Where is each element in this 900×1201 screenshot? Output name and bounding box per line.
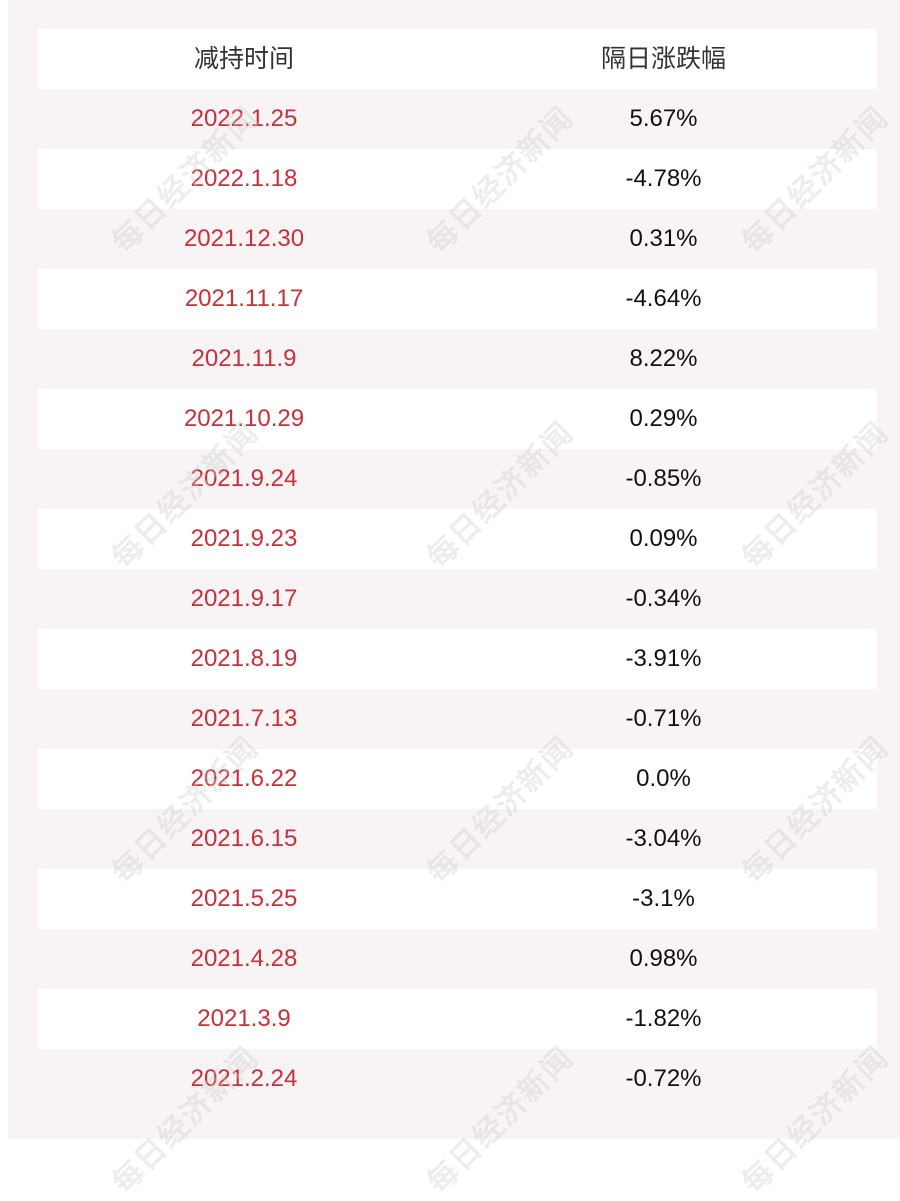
- table-row: 2021.6.22 0.0%: [38, 749, 877, 809]
- reduction-date: 2021.9.24: [190, 465, 298, 492]
- reduction-date: 2021.12.30: [183, 225, 305, 252]
- table-row: 2021.9.17 -0.34%: [38, 569, 877, 629]
- header-date: 减持时间: [193, 45, 294, 73]
- reduction-date: 2021.11.17: [184, 285, 304, 312]
- reduction-date: 2021.3.9: [197, 1005, 291, 1032]
- reduction-date: 2021.6.22: [190, 765, 298, 792]
- reduction-date: 2021.2.24: [190, 1065, 298, 1092]
- reduction-date: 2021.11.9: [191, 345, 297, 372]
- table-row: 2021.8.19 -3.91%: [38, 629, 877, 689]
- reduction-date: 2021.9.23: [190, 525, 298, 552]
- next-day-change: 0.29%: [629, 405, 698, 432]
- reduction-date: 2022.1.25: [190, 105, 298, 132]
- next-day-change: -1.82%: [625, 1005, 702, 1032]
- table-row: 2021.11.17 -4.64%: [38, 269, 877, 329]
- table-header-row: 减持时间 隔日涨跌幅: [38, 29, 877, 89]
- next-day-change: 8.22%: [629, 345, 698, 372]
- next-day-change: -4.64%: [625, 285, 702, 312]
- reduction-date: 2022.1.18: [190, 165, 298, 192]
- table-row: 2021.6.15 -3.04%: [38, 809, 877, 869]
- next-day-change: 0.09%: [629, 525, 698, 552]
- header-change: 隔日涨跌幅: [600, 45, 726, 73]
- reduction-date: 2021.8.19: [190, 645, 298, 672]
- reduction-date: 2021.10.29: [183, 405, 305, 432]
- next-day-change: 0.0%: [636, 765, 691, 792]
- next-day-change: -0.34%: [625, 585, 702, 612]
- reduction-date: 2021.6.15: [190, 825, 298, 852]
- table-row: 2022.1.18 -4.78%: [38, 149, 877, 209]
- reduction-date: 2021.5.25: [190, 885, 298, 912]
- reduction-date: 2021.4.28: [190, 945, 298, 972]
- table-row: 2021.7.13 -0.71%: [38, 689, 877, 749]
- next-day-change: 0.31%: [629, 225, 698, 252]
- table-row: 2021.11.9 8.22%: [38, 329, 877, 389]
- table-row: 2021.12.30 0.31%: [38, 209, 877, 269]
- table-row: 2022.1.25 5.67%: [38, 89, 877, 149]
- next-day-change: -0.85%: [625, 465, 702, 492]
- next-day-change: -3.04%: [625, 825, 702, 852]
- table-row: 2021.9.24 -0.85%: [38, 449, 877, 509]
- table-row: 2021.10.29 0.29%: [38, 389, 877, 449]
- table-row: 2021.3.9 -1.82%: [38, 989, 877, 1049]
- table-row: 2021.5.25 -3.1%: [38, 869, 877, 929]
- table-row: 2021.2.24 -0.72%: [38, 1049, 877, 1109]
- table-row: 2021.9.23 0.09%: [38, 509, 877, 569]
- next-day-change: -0.72%: [625, 1065, 702, 1092]
- next-day-change: 0.98%: [629, 945, 698, 972]
- reduction-table: 减持时间 隔日涨跌幅 2022.1.25 5.67% 2022.1.18 -4.78%…: [38, 29, 877, 1109]
- reduction-date: 2021.9.17: [190, 585, 298, 612]
- next-day-change: -3.1%: [632, 885, 695, 912]
- reduction-date: 2021.7.13: [190, 705, 298, 732]
- next-day-change: 5.67%: [629, 105, 698, 132]
- next-day-change: -0.71%: [625, 705, 702, 732]
- table-row: 2021.4.28 0.98%: [38, 929, 877, 989]
- next-day-change: -3.91%: [625, 645, 702, 672]
- next-day-change: -4.78%: [625, 165, 702, 192]
